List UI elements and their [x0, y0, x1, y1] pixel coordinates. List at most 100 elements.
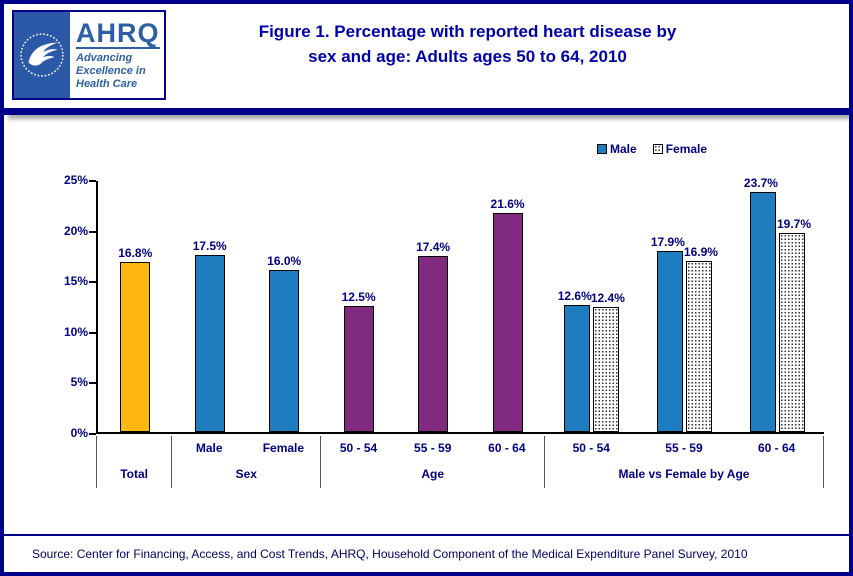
- bar-value-label: 23.7%: [743, 176, 778, 191]
- x-axis-tick-label: 55 - 59: [414, 441, 452, 455]
- y-axis-tick-label: 5%: [70, 375, 88, 390]
- y-axis-tick-label: 0%: [70, 426, 88, 440]
- header-divider: [4, 108, 849, 115]
- bar-wrap: 16.8%: [118, 246, 152, 432]
- bar-female: [592, 306, 619, 432]
- chart-area: Male Female 16.8% 17.5% 16.0% 12.5% 17.4% 21.…: [4, 116, 849, 532]
- x-axis-tick-label: 55 - 59: [665, 441, 703, 455]
- x-axis-group-total: Total: [96, 436, 171, 488]
- bar-female: [685, 260, 712, 432]
- bar-cluster: 12.5%: [321, 181, 395, 432]
- x-axis-tick-label: Male: [195, 441, 223, 455]
- bar-pair: 17.5%: [193, 239, 227, 432]
- y-axis-tick-mark: [89, 433, 96, 435]
- male-swatch-icon: [597, 144, 607, 154]
- bar-male: [749, 192, 776, 432]
- bar-pair: 16.0%: [267, 254, 301, 432]
- x-tick-row: Male Female: [172, 436, 320, 460]
- x-axis-tick-label: Female: [262, 441, 305, 455]
- x-axis-tick-label: 50 - 54: [339, 441, 378, 455]
- y-axis-tick-mark: [89, 230, 96, 233]
- x-axis: Total Male Female Sex 50 - 54 55 - 59 60 - 64 A…: [96, 436, 825, 488]
- bar-male: [269, 270, 300, 432]
- x-axis-group-label: Age: [421, 467, 445, 481]
- bar-wrap: 12.6%: [558, 289, 592, 432]
- bar-wrap: 12.4%: [591, 291, 625, 432]
- y-axis-tick-label: 15%: [63, 274, 88, 289]
- bar-group-age: 12.5% 17.4% 21.6%: [321, 181, 544, 432]
- bar-value-label: 12.6%: [557, 288, 592, 303]
- bar-value-label: 17.5%: [192, 238, 227, 253]
- bar-age: [418, 255, 449, 432]
- bar-wrap: 23.7%: [744, 176, 778, 432]
- ahrq-logo: AHRQ Advancing Excellence in Health Care: [12, 10, 166, 100]
- bar-pair: 12.6% 12.4%: [558, 289, 625, 432]
- bar-cluster: 17.4%: [396, 181, 470, 432]
- legend: Male Female: [597, 142, 707, 156]
- y-axis-tick-label: 25%: [63, 173, 88, 187]
- x-tick-row: [97, 436, 171, 460]
- y-axis-tick-mark: [89, 281, 96, 284]
- bar-wrap: 12.5%: [342, 290, 376, 432]
- header: AHRQ Advancing Excellence in Health Care…: [4, 4, 849, 108]
- source-text: Source: Center for Financing, Access, an…: [32, 547, 748, 561]
- bar-group-sex: 17.5% 16.0%: [172, 181, 321, 432]
- x-axis-group-label: Male vs Female by Age: [618, 467, 750, 481]
- x-axis-tick-label: 60 - 64: [488, 441, 526, 455]
- plot: 16.8% 17.5% 16.0% 12.5% 17.4% 21.6% 12.6% 12.4%…: [96, 176, 824, 434]
- x-axis-tick-label: 50 - 54: [572, 441, 610, 455]
- bar-value-label: 16.8%: [118, 245, 153, 260]
- x-axis-tick-label: 60 - 64: [757, 441, 796, 455]
- y-axis-tick-mark: [89, 180, 96, 182]
- legend-item-female: Female: [652, 142, 707, 156]
- y-axis-tick-mark: [89, 331, 96, 334]
- legend-item-male: Male: [597, 142, 637, 156]
- bar-wrap: 17.5%: [193, 239, 227, 432]
- page-title-line-1: Figure 1. Percentage with reported heart…: [258, 22, 677, 41]
- bar-wrap: 17.9%: [651, 235, 685, 432]
- bar-value-label: 12.4%: [590, 290, 625, 305]
- page-title-line-2: sex and age: Adults ages 50 to 64, 2010: [308, 46, 627, 66]
- bar-cluster: 16.0%: [247, 181, 321, 432]
- footer: Source: Center for Financing, Access, an…: [4, 534, 849, 572]
- x-axis-group-sex: Male Female Sex: [171, 436, 320, 488]
- tagline-line-2: Excellence in: [76, 65, 146, 78]
- bar-value-label: 21.6%: [490, 197, 525, 212]
- bar-cluster: 16.8%: [98, 181, 172, 432]
- bar-value-label: 16.9%: [683, 244, 718, 259]
- page-title: Figure 1. Percentage with reported heart…: [96, 20, 839, 69]
- x-axis-group-label: Sex: [235, 467, 257, 481]
- bar-cluster: 17.9% 16.9%: [638, 181, 731, 432]
- female-swatch-icon: [652, 144, 663, 154]
- ahrq-word: AHRQ: [76, 17, 160, 50]
- bar-value-label: 17.4%: [416, 239, 451, 254]
- plot-groups: 16.8% 17.5% 16.0% 12.5% 17.4% 21.6% 12.6% 12.4%…: [98, 176, 824, 432]
- bar-age: [343, 305, 374, 432]
- bar-total: [120, 261, 151, 432]
- bar-cluster: 12.6% 12.4%: [545, 181, 638, 432]
- bar-value-label: 17.9%: [650, 234, 685, 249]
- bar-cluster: 21.6%: [470, 181, 544, 432]
- bar-pair: 17.9% 16.9%: [651, 235, 718, 432]
- bar-group-male-vs-female-by-age: 12.6% 12.4% 17.9% 16.9% 23.7% 19.7%: [545, 176, 824, 432]
- x-tick-row: 50 - 54 55 - 59 60 - 64: [321, 436, 543, 460]
- tagline-line-1: Advancing: [76, 52, 133, 65]
- bar-cluster: 17.5%: [172, 181, 246, 432]
- y-axis-tick-mark: [89, 382, 96, 385]
- bar-pair: 16.8%: [118, 246, 152, 432]
- y-axis-tick-label: 10%: [63, 324, 88, 339]
- x-axis-group-male-vs-female-by-age: 50 - 54 55 - 59 60 - 64 Male vs Female by A…: [543, 436, 825, 488]
- bar-wrap: 19.7%: [777, 217, 811, 432]
- x-axis-group-age: 50 - 54 55 - 59 60 - 64 Age: [320, 436, 543, 488]
- bar-pair: 12.5%: [342, 290, 376, 432]
- bar-female: [778, 232, 805, 432]
- bar-value-label: 16.0%: [267, 254, 302, 269]
- y-axis-tick-label: 20%: [63, 223, 88, 238]
- bar-wrap: 17.4%: [416, 240, 450, 432]
- bar-pair: 17.4%: [416, 240, 450, 432]
- hhs-logo-icon: [14, 12, 70, 98]
- bar-cluster: 23.7% 19.7%: [731, 176, 824, 432]
- bar-value-label: 12.5%: [341, 289, 376, 304]
- legend-male-label: Male: [610, 142, 637, 156]
